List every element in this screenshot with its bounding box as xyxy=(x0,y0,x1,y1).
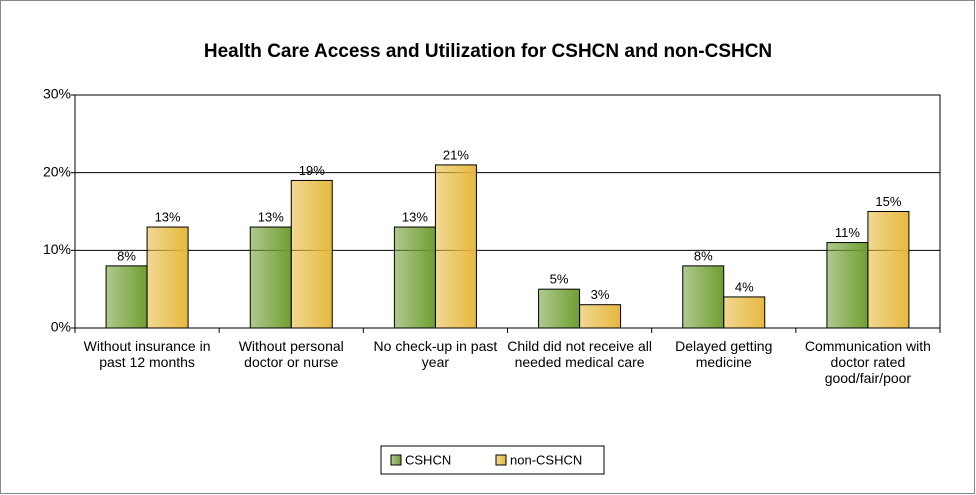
bar xyxy=(682,265,725,329)
x-tick-label: Without insurance in past 12 months xyxy=(83,338,211,370)
bar xyxy=(826,242,869,329)
data-label: 8% xyxy=(117,248,136,263)
chart-title: Health Care Access and Utilization for C… xyxy=(204,41,772,62)
x-tick-label: Without personal doctor or nurse xyxy=(238,338,344,370)
legend-label: non-CSHCN xyxy=(510,452,582,467)
bar xyxy=(249,226,292,329)
bar xyxy=(393,226,436,329)
bar xyxy=(434,164,477,329)
data-label: 21% xyxy=(443,147,469,162)
data-label: 3% xyxy=(591,287,610,302)
data-label: 11% xyxy=(835,225,860,240)
y-tick-label: 0% xyxy=(51,319,71,335)
y-tick-label: 20% xyxy=(43,163,71,179)
data-label: 5% xyxy=(550,272,569,287)
data-label: 13% xyxy=(402,209,428,224)
data-label: 8% xyxy=(694,248,713,263)
y-tick-label: 30% xyxy=(43,86,71,102)
y-tick-label: 10% xyxy=(43,241,71,257)
bar xyxy=(867,211,910,329)
x-tick-label: Delayed getting medicine xyxy=(675,338,773,370)
bar xyxy=(579,304,622,329)
bar xyxy=(146,226,189,329)
bar xyxy=(105,265,148,329)
legend-label: CSHCN xyxy=(405,452,451,467)
data-label: 13% xyxy=(258,209,284,224)
x-tick-label: No check-up in past year xyxy=(373,338,498,370)
bar xyxy=(723,296,766,329)
data-label: 19% xyxy=(299,163,325,178)
data-label: 4% xyxy=(735,279,754,294)
bar xyxy=(290,179,333,329)
bar xyxy=(538,288,581,329)
x-tick-label: Communication with doctor rated good/fai… xyxy=(804,338,931,386)
legend-swatch xyxy=(390,454,402,466)
legend-swatch xyxy=(495,454,507,466)
x-tick-label: Child did not receive all needed medical… xyxy=(507,338,652,370)
data-label: 15% xyxy=(875,194,901,209)
legend-box xyxy=(380,445,605,475)
data-label: 13% xyxy=(155,209,181,224)
